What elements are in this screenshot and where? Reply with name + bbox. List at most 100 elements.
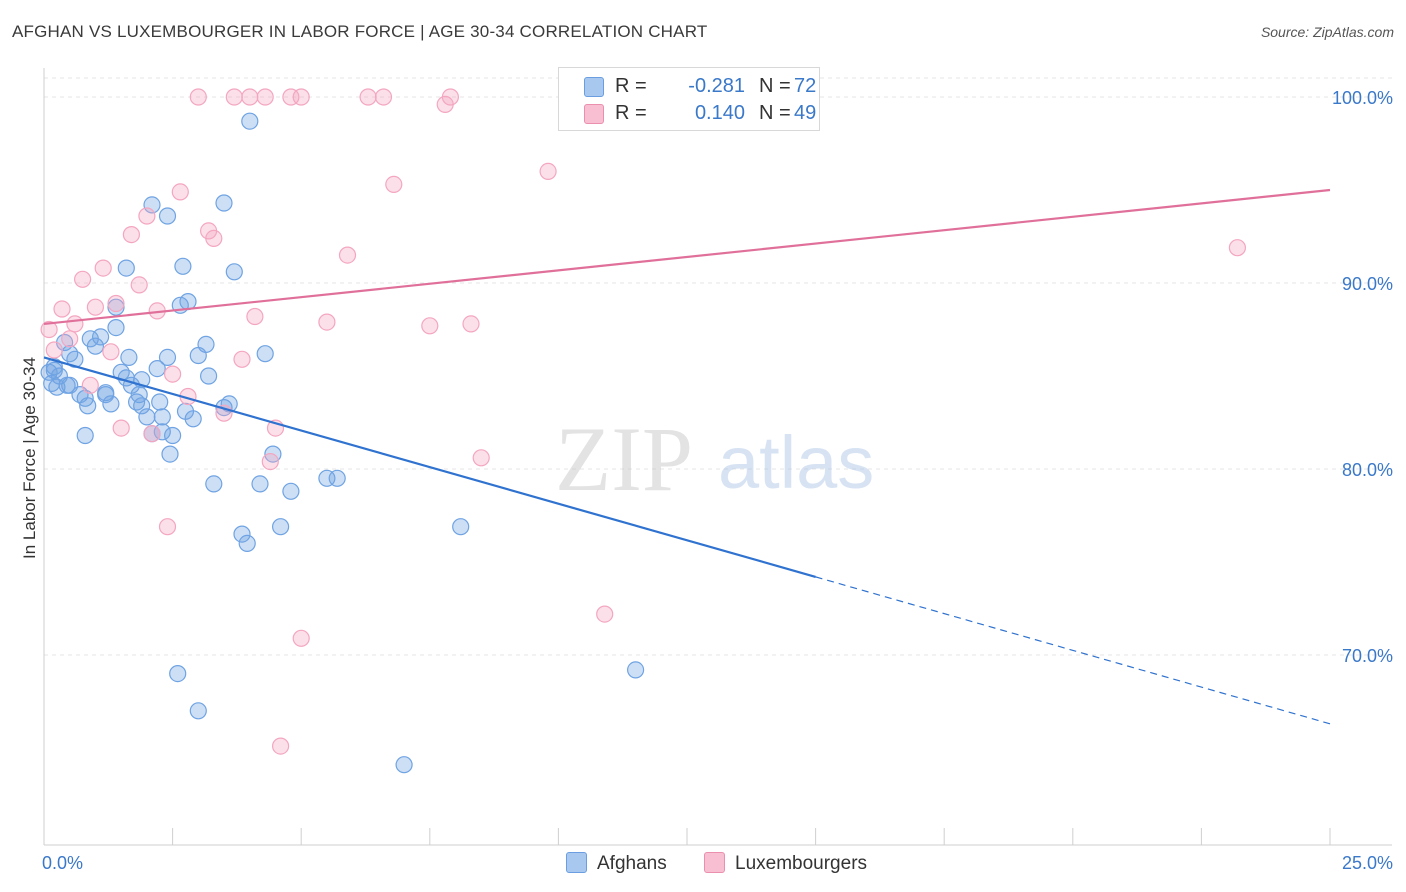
data-point — [164, 426, 182, 445]
r-value: -0.281 — [688, 75, 745, 97]
data-point — [97, 386, 115, 404]
watermark-zip: ZIP — [555, 408, 693, 510]
trend-line — [43, 188, 1331, 326]
data-point — [189, 702, 207, 720]
data-point — [130, 276, 148, 294]
data-point — [462, 315, 480, 333]
data-point — [241, 88, 259, 106]
legend-item-afghans[interactable]: Afghans — [566, 850, 667, 880]
watermark: ZIP atlas — [555, 408, 874, 510]
x-tick-label: 25.0% — [1342, 853, 1393, 873]
data-point — [256, 88, 274, 106]
data-point — [138, 207, 156, 225]
data-point — [158, 207, 177, 225]
data-point — [117, 259, 135, 277]
data-point — [53, 300, 71, 318]
data-point — [1228, 239, 1247, 257]
data-point — [205, 475, 223, 493]
r-value: 0.140 — [694, 102, 745, 124]
data-point — [130, 386, 148, 404]
data-point — [81, 376, 99, 394]
data-point — [120, 348, 138, 366]
data-point — [374, 88, 393, 106]
data-point — [251, 475, 269, 493]
chart-title: AFGHAN VS LUXEMBOURGER IN LABOR FORCE | … — [12, 22, 708, 41]
n-label: N = — [759, 102, 791, 124]
data-point — [171, 183, 189, 201]
data-point — [143, 196, 161, 214]
data-point — [421, 317, 439, 335]
data-point — [112, 419, 130, 437]
data-point — [261, 453, 279, 471]
data-point — [200, 367, 218, 385]
data-point — [539, 162, 557, 180]
y-tick-label: 80.0% — [1342, 460, 1393, 480]
source-label: Source: ZipAtlas.com — [1260, 24, 1394, 40]
data-point — [86, 298, 105, 316]
data-point — [94, 259, 112, 277]
data-point — [338, 246, 357, 264]
y-tick-label: 100.0% — [1332, 88, 1393, 108]
data-point — [452, 518, 470, 536]
data-point — [197, 335, 215, 353]
legend-item-luxembourgers[interactable]: Luxembourgers — [704, 850, 867, 880]
y-tick-label: 90.0% — [1342, 274, 1393, 294]
data-point — [328, 469, 346, 487]
data-point — [215, 194, 233, 212]
data-point — [385, 175, 403, 193]
data-point — [282, 482, 300, 500]
n-label: N = — [759, 75, 791, 97]
data-point — [107, 319, 125, 337]
y-tick-label: 70.0% — [1342, 646, 1393, 666]
data-point — [143, 425, 161, 443]
data-point — [179, 293, 197, 311]
legend-swatch-luxembourgers — [704, 852, 725, 873]
data-point — [161, 445, 179, 463]
data-point — [164, 365, 182, 383]
data-point — [292, 88, 310, 106]
data-point — [292, 629, 310, 647]
data-point — [73, 270, 92, 288]
data-point — [225, 263, 243, 281]
data-point — [233, 525, 251, 543]
data-point — [318, 313, 336, 331]
data-point — [66, 315, 84, 333]
y-axis-label: In Labor Force | Age 30-34 — [20, 357, 39, 559]
data-point — [184, 410, 202, 428]
data-point — [102, 343, 120, 361]
trend-line-extension — [815, 576, 1331, 725]
series-legend: Afghans Luxembourgers — [0, 850, 1406, 880]
trend-line — [43, 356, 816, 578]
data-point — [153, 408, 171, 426]
legend-swatch-afghans — [566, 852, 587, 873]
data-point — [359, 88, 377, 106]
data-point — [45, 358, 63, 376]
data-point — [148, 360, 166, 378]
legend-label-afghans: Afghans — [597, 853, 667, 874]
data-point — [626, 661, 645, 679]
series-afghans — [40, 88, 645, 774]
legend-label-luxembourgers: Luxembourgers — [735, 853, 868, 874]
data-point — [472, 449, 490, 467]
data-point — [61, 376, 79, 394]
data-point — [45, 361, 63, 379]
watermark-atlas: atlas — [718, 421, 874, 504]
correlation-legend: R = -0.281 N = 72 R = 0.140 N = 49 — [558, 67, 820, 131]
data-point — [174, 257, 192, 275]
r-label: R = — [615, 102, 647, 124]
data-point — [596, 605, 614, 623]
data-point — [76, 426, 94, 445]
data-points — [40, 88, 1247, 774]
trend-lines — [43, 188, 1331, 725]
data-point — [233, 350, 251, 368]
data-point — [158, 348, 177, 366]
data-point — [153, 423, 171, 441]
data-point — [395, 756, 413, 774]
data-point — [151, 393, 169, 411]
data-point — [189, 88, 207, 106]
data-point — [133, 397, 151, 415]
legend-swatch-luxembourgers — [584, 104, 604, 124]
data-point — [107, 298, 125, 316]
n-value: 49 — [794, 102, 817, 124]
legend-swatch-afghans — [584, 77, 604, 97]
